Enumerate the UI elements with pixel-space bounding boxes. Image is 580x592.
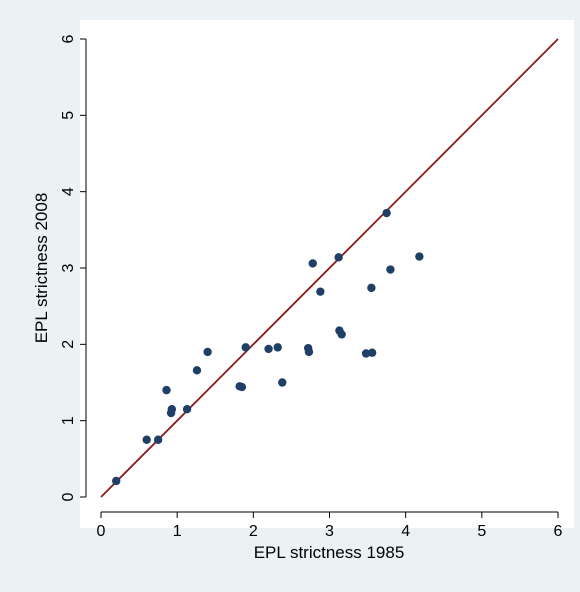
y-tick-label: 5 [60, 111, 77, 120]
data-point [273, 343, 282, 352]
x-tick-label: 4 [401, 523, 410, 540]
data-point [167, 405, 177, 414]
data-point [382, 208, 391, 218]
x-tick-label: 6 [554, 523, 563, 540]
x-tick-label: 5 [477, 523, 486, 540]
y-tick-label: 1 [60, 416, 77, 425]
x-tick-label: 0 [97, 523, 106, 540]
data-point [142, 435, 151, 444]
data-point [278, 378, 287, 387]
data-point [203, 347, 212, 357]
data-point [162, 385, 171, 395]
y-tick-label: 6 [60, 34, 77, 43]
y-tick-label: 3 [60, 263, 77, 272]
data-point [337, 330, 346, 339]
data-point [192, 366, 202, 375]
x-tick-label: 3 [325, 523, 334, 540]
x-tick-label: 2 [249, 523, 258, 540]
data-point [367, 283, 376, 293]
data-point [361, 349, 371, 358]
data-point [112, 476, 121, 486]
data-point [367, 348, 377, 357]
data-point [264, 344, 273, 354]
y-tick-label: 2 [60, 340, 77, 349]
data-points [112, 208, 424, 486]
y-axis-label: EPL strictness 2008 [32, 193, 51, 344]
data-point [304, 347, 314, 357]
data-point [237, 382, 247, 392]
data-point [153, 435, 163, 444]
y-axis: 0 1 2 3 4 5 6 [60, 34, 87, 501]
y-tick-label: 0 [60, 492, 77, 501]
data-point [415, 252, 424, 261]
data-point [386, 265, 395, 274]
data-point [316, 287, 325, 296]
x-axis: 0 1 2 3 4 5 6 [97, 511, 563, 540]
x-axis-label: EPL strictness 1985 [254, 543, 405, 562]
y-tick-label: 4 [60, 187, 77, 196]
reference-line-layer [100, 38, 559, 498]
data-point [334, 253, 343, 262]
data-point [182, 405, 192, 414]
x-tick-label: 1 [173, 523, 182, 540]
data-point [308, 259, 317, 268]
reference-line [100, 38, 559, 498]
data-point [241, 343, 250, 352]
